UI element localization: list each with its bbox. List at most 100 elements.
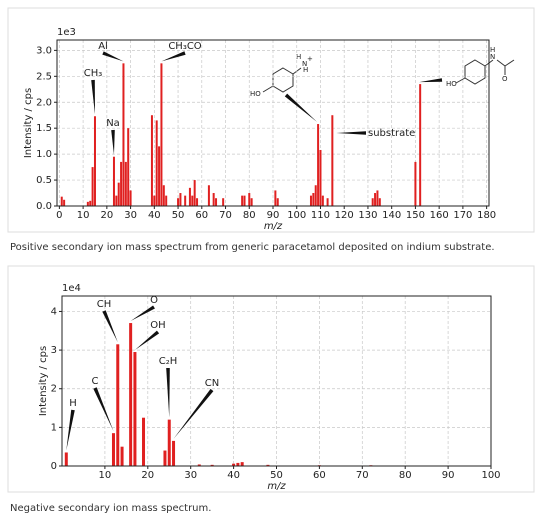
y-tick-label: 2.5: [36, 71, 52, 82]
bar: [129, 323, 133, 466]
annotation: CH₃: [84, 68, 103, 79]
bar: [129, 190, 132, 206]
panel: [7, 7, 535, 233]
bar: [93, 116, 96, 206]
annotation: CH: [97, 299, 112, 310]
x-tick-label: 70: [219, 210, 232, 221]
bar: [112, 156, 115, 206]
bar: [312, 193, 315, 206]
bar: [64, 452, 68, 466]
annotation: CH₃CO: [168, 41, 201, 52]
bar: [236, 462, 240, 466]
annotation: OH: [150, 320, 165, 331]
bar: [193, 180, 196, 206]
x-tick-label: 70: [356, 470, 369, 481]
y-tick-label: 0: [51, 461, 57, 472]
annotation: H: [69, 398, 77, 409]
bar: [163, 450, 167, 466]
x-tick-label: 30: [184, 470, 197, 481]
x-tick-label: 20: [100, 210, 113, 221]
bar: [207, 185, 210, 206]
x-tick-label: 100: [287, 210, 306, 221]
bar: [115, 195, 118, 206]
bar: [133, 352, 137, 466]
y-tick-label: 2: [51, 384, 57, 395]
panel: [7, 265, 535, 493]
x-tick-label: 130: [358, 210, 377, 221]
annotation-arrow: [93, 387, 114, 432]
bar: [179, 193, 182, 206]
bar: [419, 84, 422, 206]
x-tick-label: 40: [227, 470, 240, 481]
bar: [197, 464, 201, 466]
bar: [378, 198, 381, 206]
y-tick-label: 3.0: [36, 45, 52, 56]
x-tick-label: 60: [313, 470, 326, 481]
bar: [250, 198, 253, 206]
caption: Positive secondary ion mass spectrum fro…: [10, 242, 495, 253]
bar: [142, 417, 146, 466]
bar: [122, 63, 125, 206]
bar: [155, 120, 158, 206]
x-axis-label: m/z: [267, 481, 286, 492]
bar: [60, 196, 63, 206]
annotation-arrow: [66, 409, 75, 451]
bar: [248, 193, 251, 206]
y-tick-label: 1: [51, 422, 57, 433]
x-tick-label: 50: [172, 210, 185, 221]
x-tick-label: 10: [99, 470, 112, 481]
annotation-arrow: [130, 305, 155, 322]
bar: [374, 193, 377, 206]
bar: [158, 146, 161, 206]
x-tick-label: 90: [267, 210, 280, 221]
bar: [212, 193, 215, 206]
bar: [150, 115, 153, 206]
offset-label: 1e3: [57, 27, 76, 38]
annotation: Al: [98, 41, 108, 52]
x-tick-label: 0: [56, 210, 62, 221]
x-tick-label: 50: [270, 470, 283, 481]
annotation-arrow: [102, 51, 124, 62]
annotation-arrow: [161, 51, 186, 62]
annotation-arrow: [111, 129, 115, 155]
y-axis-label: Intensity / cps: [23, 88, 34, 158]
structure-label: HO: [250, 90, 261, 98]
annotation-arrow: [284, 93, 318, 123]
bar: [319, 149, 322, 206]
bar: [314, 185, 317, 206]
bar: [120, 446, 124, 466]
x-tick-label: 80: [243, 210, 256, 221]
bar: [188, 187, 191, 206]
annotation-arrow: [91, 79, 95, 115]
bar: [276, 198, 279, 206]
bar: [167, 419, 171, 466]
bar: [153, 195, 156, 206]
axes-frame: [61, 295, 492, 467]
structure-label: N: [490, 53, 495, 61]
bar: [177, 198, 180, 206]
structure-label: H: [296, 53, 301, 61]
x-tick-label: 90: [442, 470, 455, 481]
bar: [414, 161, 417, 206]
bar: [317, 124, 320, 206]
annotation-arrow: [134, 330, 160, 351]
x-tick-label: 180: [477, 210, 496, 221]
annotation-arrow: [173, 388, 214, 439]
bar: [127, 128, 130, 206]
y-tick-label: 0.5: [36, 175, 52, 186]
y-tick-label: 1.0: [36, 149, 52, 160]
annotation: C₂H: [159, 356, 178, 367]
annotation-arrow: [336, 131, 366, 135]
y-tick-label: 2.0: [36, 97, 52, 108]
bar: [162, 185, 165, 206]
axes-frame: [56, 39, 490, 207]
structure-label: +: [307, 55, 313, 63]
structure-label: HO: [446, 80, 457, 88]
y-tick-label: 3: [51, 345, 57, 356]
y-tick-label: 1.5: [36, 123, 52, 134]
bar: [116, 344, 120, 466]
bar: [309, 195, 312, 206]
bar: [222, 198, 225, 206]
x-tick-label: 30: [124, 210, 137, 221]
